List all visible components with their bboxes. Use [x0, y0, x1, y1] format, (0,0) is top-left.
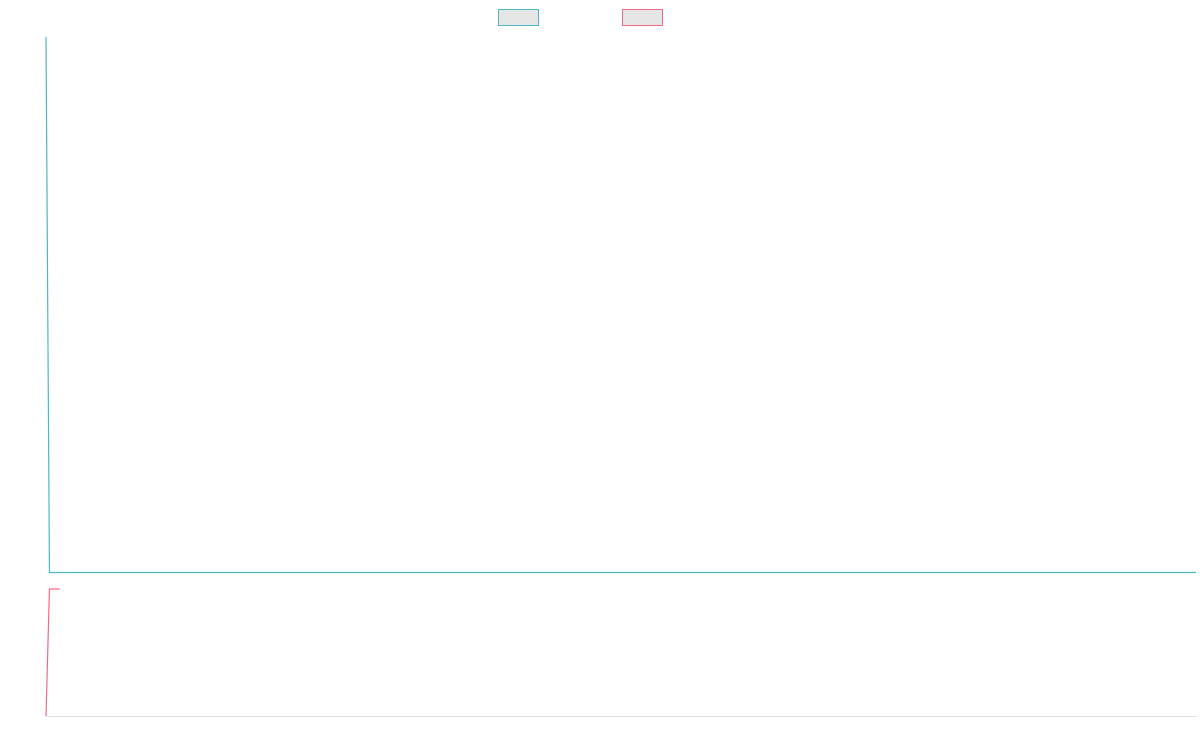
legend: [498, 9, 663, 26]
series-line-1: [45, 36, 1196, 574]
legend-swatch-1[interactable]: [498, 9, 539, 26]
series-line-2: [45, 588, 60, 717]
plot-area: [45, 36, 1196, 717]
series-layer: [45, 36, 1196, 717]
legend-swatch-2[interactable]: [622, 9, 663, 26]
